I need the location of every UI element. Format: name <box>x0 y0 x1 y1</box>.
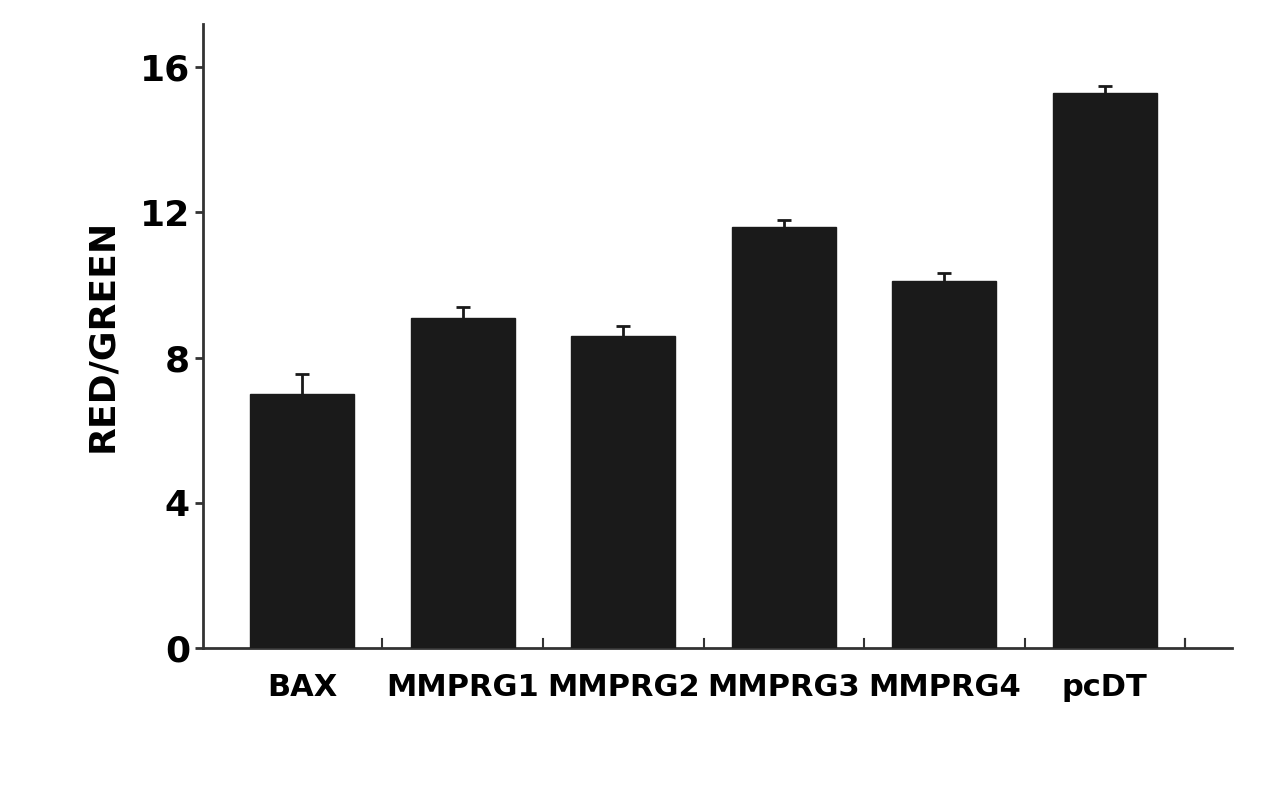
Bar <box>1053 92 1157 648</box>
Bar <box>572 336 676 648</box>
Bar <box>410 318 514 648</box>
Bar <box>892 281 997 648</box>
Bar <box>250 393 354 648</box>
Bar <box>732 227 836 648</box>
Y-axis label: RED/GREEN: RED/GREEN <box>85 219 119 453</box>
